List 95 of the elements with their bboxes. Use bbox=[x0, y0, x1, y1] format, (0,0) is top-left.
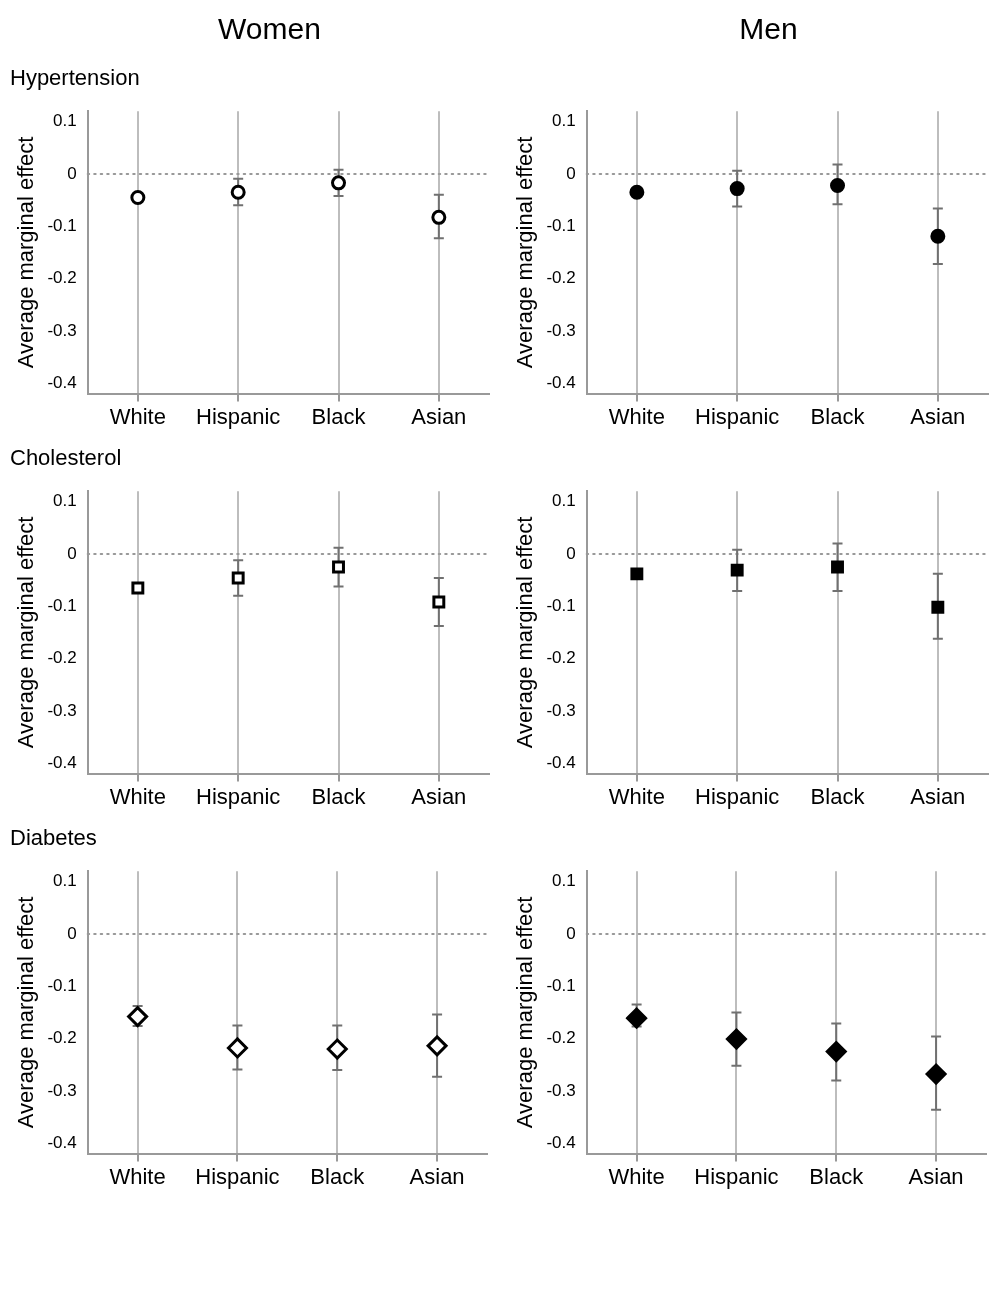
x-tick-label: White bbox=[608, 403, 665, 429]
y-tick-label: 0.1 bbox=[552, 871, 576, 891]
chart-subtitle: Cholesterol bbox=[9, 444, 123, 472]
x-tick-label: Black bbox=[810, 783, 866, 809]
point bbox=[326, 1038, 348, 1060]
y-tick-label: 0 bbox=[566, 923, 576, 943]
y-axis-title: Average marginal effect bbox=[13, 516, 39, 749]
y-tick-label: 0 bbox=[67, 543, 77, 563]
x-tick-label: Black bbox=[810, 403, 866, 429]
y-tick-label: -0.3 bbox=[546, 320, 576, 340]
x-tick-label: Asian bbox=[910, 403, 966, 429]
y-tick-label: 0.1 bbox=[552, 111, 576, 131]
x-tick-label: Black bbox=[311, 403, 367, 429]
x-tick-label: Hispanic bbox=[195, 1163, 280, 1189]
y-tick-label: -0.4 bbox=[47, 752, 77, 772]
x-tick-label: Asian bbox=[409, 1163, 465, 1189]
point bbox=[629, 184, 645, 200]
y-tick-label: 0 bbox=[566, 543, 576, 563]
point bbox=[130, 189, 146, 205]
point bbox=[131, 581, 145, 595]
point bbox=[830, 177, 846, 193]
point bbox=[725, 1028, 747, 1050]
y-tick-label: -0.1 bbox=[546, 975, 576, 995]
y-tick-label: -0.3 bbox=[546, 700, 576, 720]
y-tick-label: -0.2 bbox=[546, 648, 576, 668]
y-tick-label: -0.2 bbox=[546, 268, 576, 288]
point bbox=[230, 184, 246, 200]
y-tick-label: -0.1 bbox=[47, 975, 77, 995]
y-tick-label: -0.4 bbox=[546, 372, 576, 392]
x-tick-label: Asian bbox=[910, 783, 966, 809]
x-tick-label: White bbox=[109, 783, 166, 809]
point bbox=[825, 1041, 847, 1063]
chart-subtitle: Diabetes bbox=[9, 824, 98, 852]
x-tick-label: White bbox=[608, 1163, 665, 1189]
y-axis-title: Average marginal effect bbox=[13, 896, 39, 1129]
y-axis-title: Average marginal effect bbox=[512, 896, 538, 1129]
y-tick-label: 0 bbox=[67, 163, 77, 183]
point bbox=[331, 175, 347, 191]
point bbox=[931, 600, 945, 614]
y-tick-label: -0.2 bbox=[47, 648, 77, 668]
y-tick-label: -0.3 bbox=[546, 1080, 576, 1100]
y-tick-label: -0.1 bbox=[546, 595, 576, 615]
point bbox=[729, 181, 745, 197]
point bbox=[231, 571, 245, 585]
y-tick-label: -0.2 bbox=[47, 268, 77, 288]
y-tick-label: -0.3 bbox=[47, 320, 77, 340]
point bbox=[930, 228, 946, 244]
y-tick-label: -0.1 bbox=[546, 215, 576, 235]
point bbox=[226, 1037, 248, 1059]
y-tick-label: -0.4 bbox=[47, 372, 77, 392]
y-axis-title: Average marginal effect bbox=[512, 136, 538, 369]
y-axis-title: Average marginal effect bbox=[512, 516, 538, 749]
point bbox=[332, 560, 345, 574]
chart-title: Men bbox=[738, 11, 799, 47]
x-tick-label: Asian bbox=[411, 783, 467, 809]
point bbox=[431, 209, 447, 225]
point bbox=[831, 560, 844, 574]
x-tick-label: Black bbox=[311, 783, 367, 809]
point bbox=[432, 595, 446, 609]
x-tick-label: Hispanic bbox=[694, 1163, 779, 1189]
point bbox=[730, 563, 744, 577]
point bbox=[626, 1007, 648, 1029]
y-tick-label: -0.4 bbox=[546, 1132, 576, 1152]
y-tick-label: -0.4 bbox=[546, 752, 576, 772]
y-tick-label: 0 bbox=[67, 923, 77, 943]
x-tick-label: Black bbox=[310, 1163, 366, 1189]
y-tick-label: -0.2 bbox=[47, 1028, 77, 1048]
x-tick-label: Hispanic bbox=[695, 783, 780, 809]
x-tick-label: White bbox=[608, 783, 665, 809]
chart-title: Women bbox=[217, 11, 322, 47]
x-tick-label: Asian bbox=[411, 403, 467, 429]
y-tick-label: -0.3 bbox=[47, 700, 77, 720]
y-tick-label: 0.1 bbox=[53, 871, 77, 891]
y-tick-label: 0.1 bbox=[53, 491, 77, 511]
point bbox=[426, 1035, 448, 1057]
y-tick-label: -0.2 bbox=[546, 1028, 576, 1048]
chart-subtitle: Hypertension bbox=[9, 64, 141, 92]
x-tick-label: Hispanic bbox=[196, 783, 281, 809]
x-tick-label: Hispanic bbox=[695, 403, 780, 429]
y-tick-label: -0.3 bbox=[47, 1080, 77, 1100]
y-tick-label: 0 bbox=[566, 163, 576, 183]
x-tick-label: White bbox=[109, 403, 166, 429]
x-tick-label: Hispanic bbox=[196, 403, 281, 429]
x-tick-label: White bbox=[109, 1163, 166, 1189]
x-tick-label: Asian bbox=[908, 1163, 964, 1189]
y-tick-label: 0.1 bbox=[53, 111, 77, 131]
point bbox=[127, 1006, 149, 1028]
x-tick-label: Black bbox=[809, 1163, 865, 1189]
point bbox=[630, 567, 644, 581]
y-axis-title: Average marginal effect bbox=[13, 136, 39, 369]
point bbox=[925, 1063, 947, 1085]
y-tick-label: -0.4 bbox=[47, 1132, 77, 1152]
y-tick-label: -0.1 bbox=[47, 215, 77, 235]
y-tick-label: -0.1 bbox=[47, 595, 77, 615]
y-tick-label: 0.1 bbox=[552, 491, 576, 511]
